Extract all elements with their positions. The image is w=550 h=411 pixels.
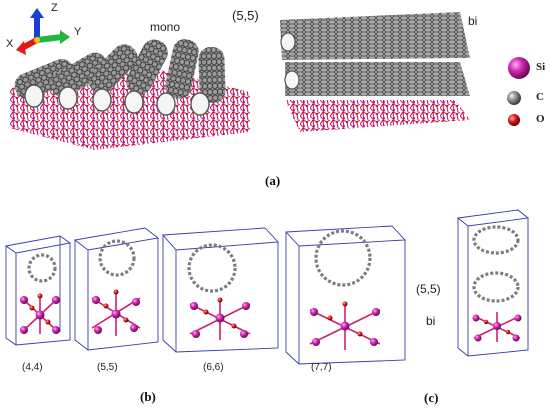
oxygen-legend-label: O xyxy=(536,113,545,125)
silicon-legend-label: Si xyxy=(536,61,546,73)
ring-7-7 xyxy=(314,229,372,287)
axis-y-label: Y xyxy=(74,26,82,38)
bi-label-c: bi xyxy=(426,314,436,328)
axes-triad xyxy=(16,8,70,55)
cell-label-7-7: (7,7) xyxy=(311,362,332,373)
ring-bi-lower xyxy=(472,271,520,303)
ring-bi-upper xyxy=(472,225,520,255)
sio2-cluster-7-7 xyxy=(309,301,381,350)
panel-c-tag: (c) xyxy=(424,390,439,405)
cell-label-6-6: (6,6) xyxy=(203,362,224,373)
panel-b-cells xyxy=(4,209,530,365)
nanotube-layer-upper xyxy=(280,12,470,60)
panel-b-rings xyxy=(27,225,520,303)
nanotube-layer-lower xyxy=(285,62,470,96)
cell-4-4 xyxy=(4,235,72,346)
sio2-substrate-bi xyxy=(285,100,470,132)
sio2-cluster-5-5 xyxy=(91,289,141,336)
oxygen-legend-sphere xyxy=(508,114,520,126)
chirality-label-a: (5,5) xyxy=(232,8,259,23)
bi-label-a: bi xyxy=(468,14,478,28)
y-axis-arrow xyxy=(36,34,63,43)
axis-z-label: Z xyxy=(51,2,58,14)
axis-x-label: X xyxy=(6,38,14,50)
cell-bi xyxy=(456,209,530,357)
mono-label: mono xyxy=(150,20,181,34)
panel-a-tag: (a) xyxy=(265,173,281,188)
cell-5-5 xyxy=(73,227,160,351)
cell-label-4-4: (4,4) xyxy=(22,362,43,373)
sio2-clusters xyxy=(20,289,522,350)
ring-5-5 xyxy=(98,239,136,277)
cell-6-6 xyxy=(162,227,279,353)
sio2-cluster-4-4 xyxy=(20,293,60,334)
cell-7-7 xyxy=(285,225,406,365)
sio2-cluster-bi xyxy=(472,312,522,342)
panel-a-mono-structure xyxy=(10,39,250,150)
nanotube-array-mono xyxy=(14,39,226,116)
ring-6-6 xyxy=(187,243,237,293)
carbon-legend-label: C xyxy=(536,91,544,103)
panel-b-tag: (b) xyxy=(140,389,156,404)
carbon-legend-sphere xyxy=(507,91,521,105)
silicon-legend-sphere xyxy=(508,57,530,79)
panel-a-bi-structure xyxy=(280,12,470,132)
chirality-label-c: (5,5) xyxy=(416,282,441,296)
ring-4-4 xyxy=(27,253,57,283)
sio2-cluster-6-6 xyxy=(189,297,251,340)
cell-label-5-5: (5,5) xyxy=(97,362,118,373)
